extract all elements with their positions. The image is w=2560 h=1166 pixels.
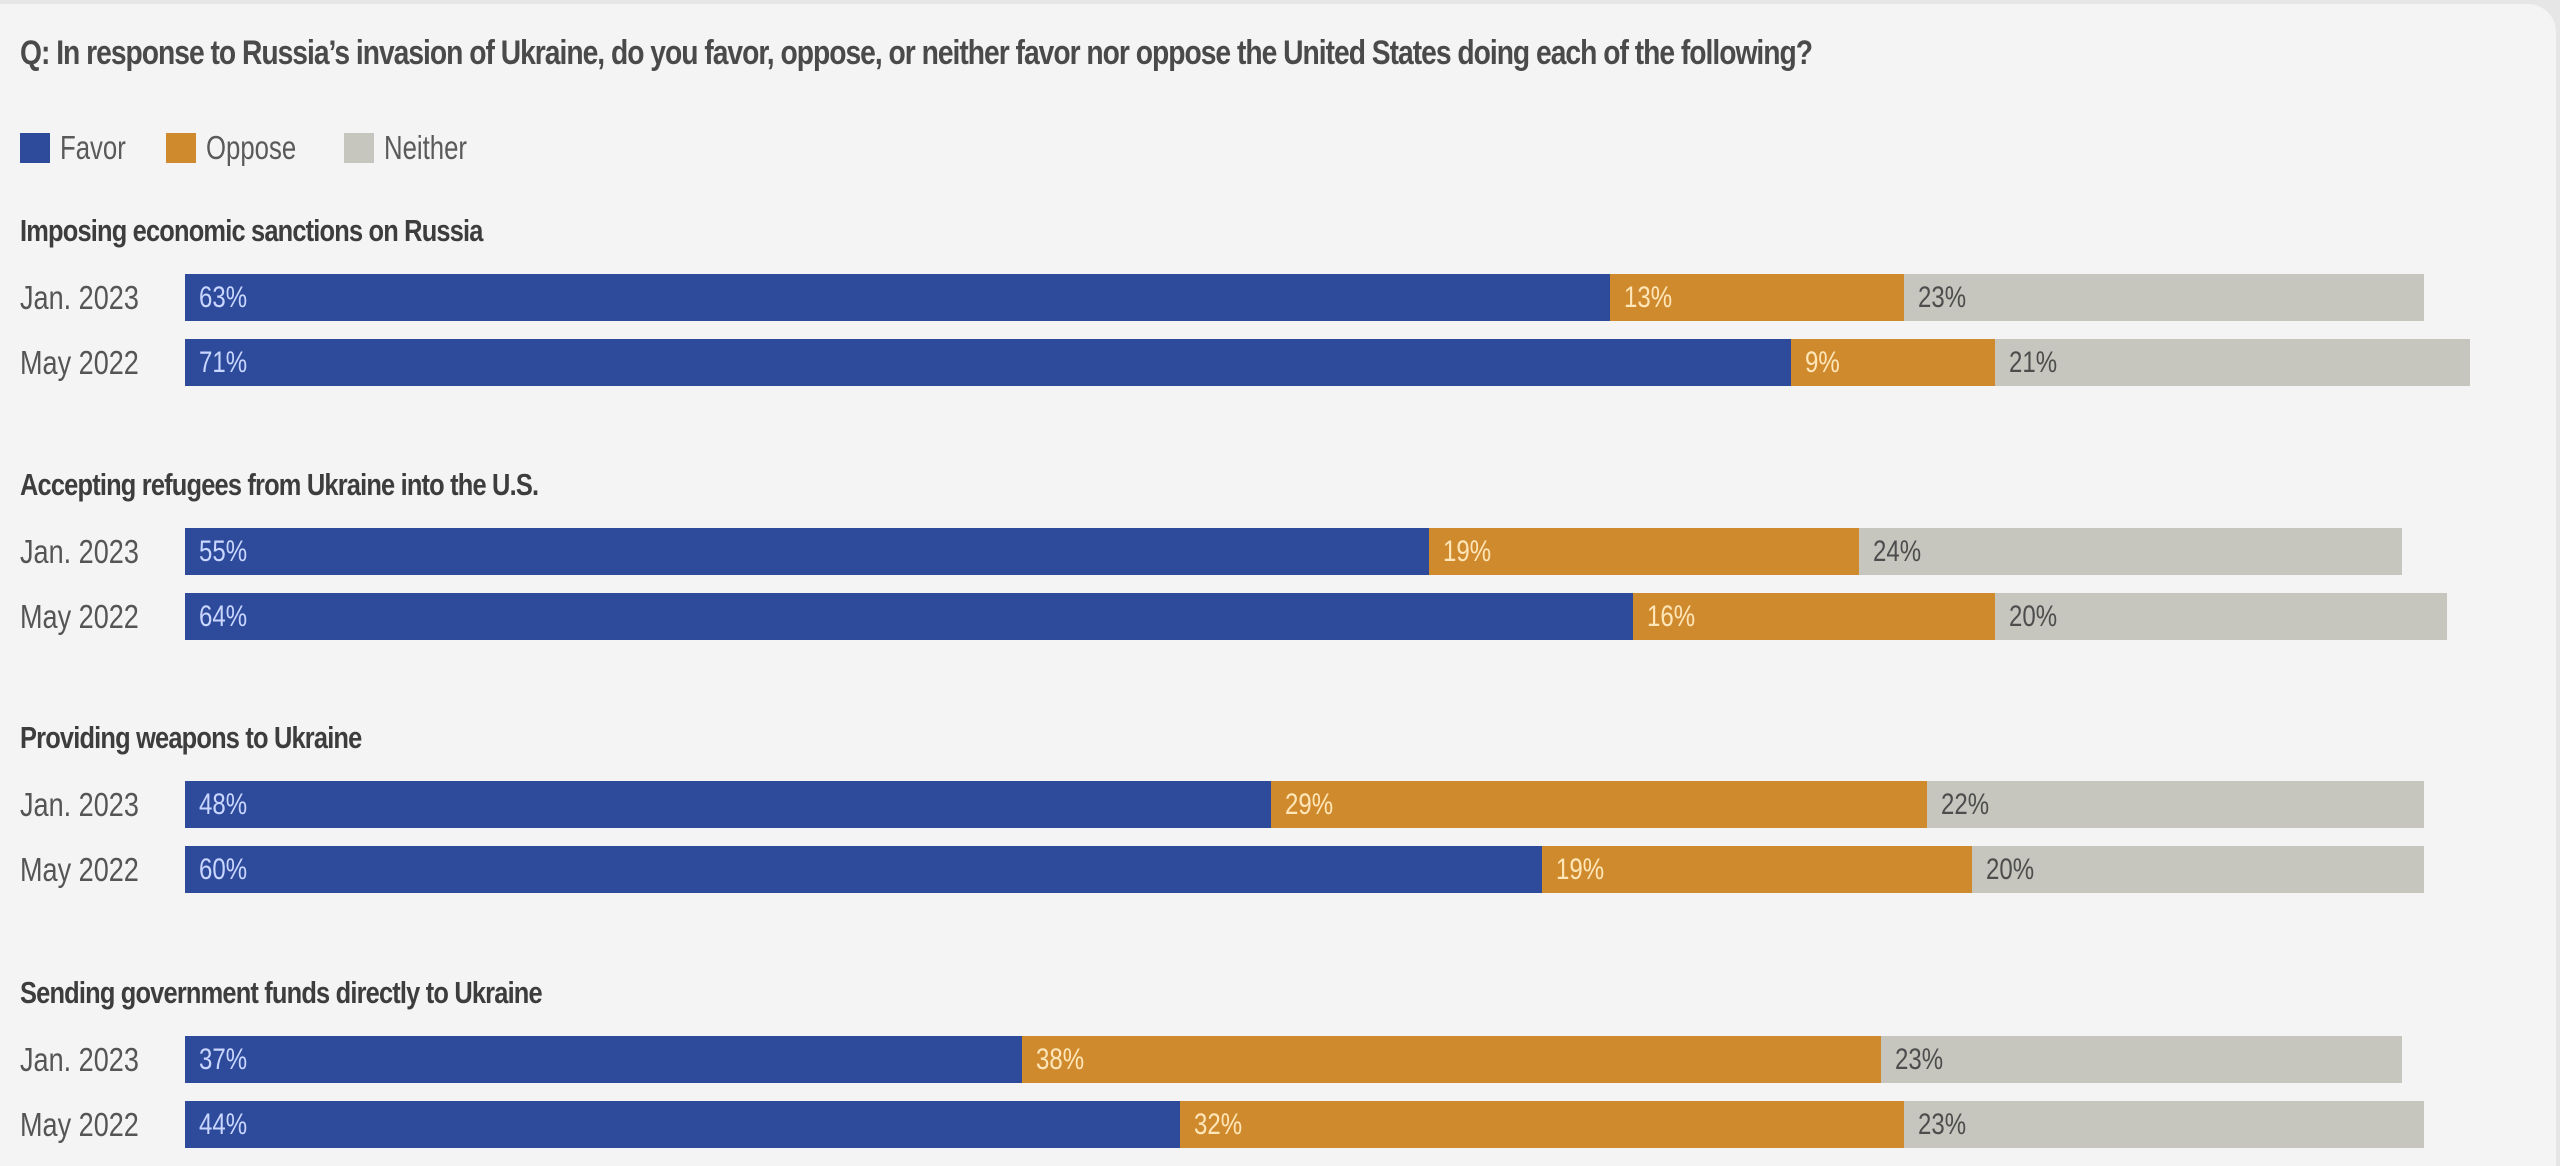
stacked-bar: 64% 16% 20% xyxy=(185,593,2447,640)
row-label: Jan. 2023 xyxy=(20,786,139,823)
data-label-oppose: 16% xyxy=(1646,600,1695,633)
bar-segment-neither: 23% xyxy=(1904,274,2425,321)
bar-segment-neither: 21% xyxy=(1994,339,2470,386)
data-label-neither: 23% xyxy=(1918,281,1967,314)
bar-segment-oppose: 19% xyxy=(1542,846,1972,893)
stacked-bar: 55% 19% 24% xyxy=(185,528,2402,575)
legend-item-oppose: Oppose xyxy=(166,129,322,167)
chart-panel: Q: In response to Russia’s invasion of U… xyxy=(0,4,2556,1166)
data-label-oppose: 19% xyxy=(1556,853,1605,886)
data-label-favor: 48% xyxy=(199,788,248,821)
bar-segment-oppose: 32% xyxy=(1180,1101,1905,1148)
legend-label-oppose: Oppose xyxy=(206,129,297,166)
bar-segment-neither: 23% xyxy=(1881,1036,2402,1083)
row-label: Jan. 2023 xyxy=(20,533,139,570)
stacked-bar: 44% 32% 23% xyxy=(185,1101,2425,1148)
bar-segment-neither: 23% xyxy=(1904,1101,2425,1148)
row-label: May 2022 xyxy=(20,344,139,381)
data-label-neither: 20% xyxy=(2008,600,2057,633)
bar-segment-oppose: 9% xyxy=(1791,339,1995,386)
row-label: May 2022 xyxy=(20,1106,139,1143)
bar-segment-oppose: 13% xyxy=(1610,274,1905,321)
data-label-favor: 60% xyxy=(199,853,248,886)
stacked-bar: 48% 29% 22% xyxy=(185,781,2425,828)
data-label-favor: 55% xyxy=(199,535,248,568)
category-title: Providing weapons to Ukraine xyxy=(20,720,362,755)
data-label-neither: 20% xyxy=(1985,853,2034,886)
data-label-favor: 64% xyxy=(199,600,248,633)
category-title: Imposing economic sanctions on Russia xyxy=(20,213,483,248)
data-label-oppose: 32% xyxy=(1194,1108,1243,1141)
bar-segment-neither: 24% xyxy=(1858,528,2402,575)
data-label-favor: 44% xyxy=(199,1108,248,1141)
legend: Favor Oppose Neither xyxy=(20,129,512,167)
bar-segment-neither: 20% xyxy=(1971,846,2425,893)
row-label: May 2022 xyxy=(20,598,139,635)
data-label-neither: 23% xyxy=(1918,1108,1967,1141)
bar-segment-favor: 44% xyxy=(185,1101,1181,1148)
bar-segment-favor: 63% xyxy=(185,274,1611,321)
bar-segment-favor: 71% xyxy=(185,339,1792,386)
data-label-favor: 63% xyxy=(199,281,248,314)
legend-label-neither: Neither xyxy=(383,129,467,166)
data-label-oppose: 13% xyxy=(1624,281,1673,314)
stacked-bar: 63% 13% 23% xyxy=(185,274,2425,321)
data-label-oppose: 29% xyxy=(1284,788,1333,821)
data-label-neither: 21% xyxy=(2008,346,2057,379)
bar-segment-neither: 22% xyxy=(1926,781,2425,828)
bar-segment-oppose: 19% xyxy=(1429,528,1859,575)
data-label-favor: 71% xyxy=(199,346,248,379)
legend-swatch-neither xyxy=(343,133,374,163)
legend-swatch-oppose xyxy=(166,133,197,163)
bar-segment-favor: 60% xyxy=(185,846,1543,893)
legend-swatch-favor xyxy=(20,133,50,163)
legend-item-favor: Favor xyxy=(20,129,144,167)
data-label-favor: 37% xyxy=(199,1043,248,1076)
stacked-bar: 37% 38% 23% xyxy=(185,1036,2402,1083)
row-label: May 2022 xyxy=(20,851,139,888)
bar-segment-oppose: 29% xyxy=(1270,781,1927,828)
legend-item-neither: Neither xyxy=(343,129,490,167)
category-title: Accepting refugees from Ukraine into the… xyxy=(20,467,539,502)
data-label-neither: 24% xyxy=(1872,535,1921,568)
data-label-oppose: 38% xyxy=(1035,1043,1084,1076)
row-label: Jan. 2023 xyxy=(20,1041,139,1078)
bar-segment-favor: 55% xyxy=(185,528,1430,575)
category-title: Sending government funds directly to Ukr… xyxy=(20,975,543,1010)
data-label-oppose: 9% xyxy=(1805,346,1840,379)
data-label-neither: 23% xyxy=(1895,1043,1944,1076)
row-label: Jan. 2023 xyxy=(20,279,139,316)
data-label-neither: 22% xyxy=(1940,788,1989,821)
bar-segment-oppose: 16% xyxy=(1632,593,1995,640)
bar-segment-oppose: 38% xyxy=(1021,1036,1882,1083)
legend-label-favor: Favor xyxy=(60,129,126,166)
stacked-bar: 71% 9% 21% xyxy=(185,339,2470,386)
chart-title: Q: In response to Russia’s invasion of U… xyxy=(20,34,1813,72)
bar-segment-favor: 64% xyxy=(185,593,1633,640)
bar-segment-neither: 20% xyxy=(1994,593,2447,640)
bar-segment-favor: 48% xyxy=(185,781,1271,828)
stacked-bar: 60% 19% 20% xyxy=(185,846,2425,893)
data-label-oppose: 19% xyxy=(1443,535,1492,568)
bar-segment-favor: 37% xyxy=(185,1036,1022,1083)
